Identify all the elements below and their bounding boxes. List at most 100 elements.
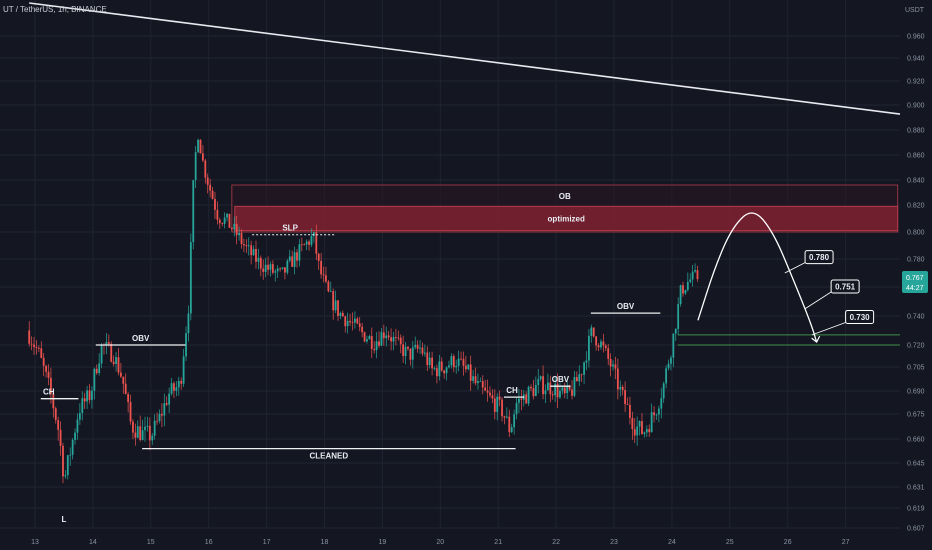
candle-body — [45, 365, 47, 372]
currency-label: USDT — [905, 7, 925, 14]
target-label: 0.780 — [809, 253, 830, 262]
time-tick-label: 24 — [668, 539, 676, 546]
candle-body — [88, 390, 91, 400]
candle-body — [648, 429, 651, 433]
candle-body — [95, 368, 98, 374]
candle-body — [428, 357, 431, 366]
candle-body — [64, 475, 67, 477]
candle-body — [530, 386, 532, 389]
candle-body — [645, 429, 648, 433]
zone-optimized — [234, 205, 899, 232]
candle-body — [619, 386, 622, 390]
level-label-OBV: OBV — [132, 334, 150, 343]
candle-body — [551, 394, 554, 396]
candle-body — [462, 359, 465, 366]
candle-body — [315, 232, 318, 254]
candle-body — [653, 412, 655, 416]
candle-body — [221, 223, 224, 224]
time-tick-label: 17 — [263, 539, 271, 546]
candle-body — [486, 390, 489, 393]
candle-body — [243, 243, 245, 246]
candle-body — [194, 152, 197, 181]
candle-body — [62, 445, 64, 477]
price-tick-label: 0.645 — [907, 461, 925, 468]
low-marker-label: L — [62, 515, 67, 524]
candle-body — [638, 421, 641, 427]
candle-body — [346, 320, 349, 327]
candle-body — [284, 267, 286, 273]
candle-body — [320, 260, 323, 275]
candle-body — [259, 257, 262, 269]
candle-body — [672, 333, 675, 358]
candle-body — [385, 335, 388, 339]
candle-body — [477, 381, 479, 384]
candle-body — [144, 426, 146, 431]
candle-body — [209, 184, 212, 191]
candle-body — [472, 376, 475, 381]
candle-body — [337, 300, 339, 316]
projection-layer: 0.780 0.751 0.730 — [697, 212, 875, 344]
candle-body — [83, 398, 86, 402]
candle-body — [325, 275, 327, 282]
price-tick-label: 0.619 — [907, 506, 925, 513]
time-tick-label: 21 — [494, 539, 502, 546]
candle-body — [621, 386, 624, 391]
candle-body — [464, 365, 467, 370]
candle-body — [175, 387, 178, 391]
candle-body — [151, 435, 154, 441]
candle-body — [238, 232, 240, 236]
candle-body — [375, 341, 378, 351]
candle-body — [230, 227, 233, 230]
candle-body — [542, 376, 544, 395]
level-label-CLEANED: CLEANED — [310, 452, 349, 461]
price-tick-label: 0.720 — [907, 343, 925, 350]
candle-body — [112, 361, 115, 365]
projection-arrowhead — [811, 335, 821, 344]
candle-body — [433, 368, 436, 369]
candle-body — [604, 345, 607, 349]
price-tick-label: 0.660 — [907, 437, 925, 444]
time-tick-label: 20 — [436, 539, 444, 546]
candle-body — [571, 389, 573, 396]
candle-body — [575, 377, 578, 382]
levels: CH OBV CLEANED SLP CH OBV OBV L — [40, 224, 661, 524]
candle-body — [122, 376, 125, 384]
candle-body — [479, 381, 482, 382]
candle-body — [662, 383, 665, 399]
candle-body — [392, 337, 395, 342]
candle-body — [670, 357, 672, 364]
candle-body — [573, 377, 576, 396]
candle-body — [515, 402, 518, 415]
candle-body — [525, 394, 528, 404]
candle-body — [650, 412, 653, 433]
candle-body — [607, 348, 610, 359]
price-badge-bg — [902, 271, 928, 293]
candle-body — [674, 328, 677, 334]
candle-body — [257, 257, 260, 262]
candle-body — [602, 341, 605, 346]
candle-body — [59, 429, 62, 446]
candle-body — [380, 332, 383, 346]
price-tick-label: 0.900 — [907, 103, 925, 110]
candle-body — [173, 383, 175, 391]
candle-body — [274, 271, 277, 273]
price-tick-label: 0.840 — [907, 178, 925, 185]
candle-body — [206, 177, 209, 185]
time-tick-label: 25 — [726, 539, 734, 546]
symbol-title: UT / TetherUS, 1h, BINANCE — [3, 5, 107, 14]
candle-body — [624, 390, 626, 405]
candle-body — [491, 395, 494, 399]
candle-body — [119, 372, 122, 377]
zones: OB optimized — [231, 184, 899, 233]
time-axis[interactable]: 13 14 15 16 17 18 19 20 21 22 23 24 25 26 27 — [31, 539, 849, 546]
candle-body — [255, 248, 257, 262]
candle-body — [426, 352, 429, 366]
candle-body — [378, 341, 380, 346]
zone-label-OB: OB — [559, 192, 571, 201]
candle-body — [37, 347, 40, 349]
candle-body — [518, 398, 520, 403]
candle-body — [327, 281, 330, 292]
candle-body — [199, 139, 202, 154]
